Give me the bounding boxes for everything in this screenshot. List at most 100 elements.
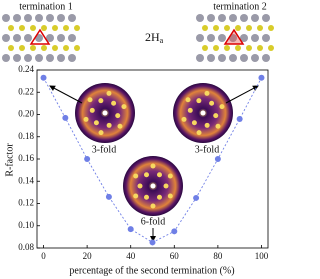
data-point [84,156,91,162]
atom [35,14,43,22]
y-tick-label: 0.08 [18,242,34,252]
y-tick-label: 0.12 [18,198,34,208]
atom [202,25,208,31]
data-point [127,226,134,233]
annotation: 6-fold [141,216,165,227]
pattern-spot [185,97,191,103]
annotation: termination 2 [213,1,267,12]
data-point [149,239,156,246]
data-point [40,74,47,81]
atom [63,25,69,31]
atom [46,54,54,62]
annotation: 3-fold [195,144,219,155]
atom [229,14,237,22]
x-tick-label: 0 [41,251,46,261]
pattern-spot [121,104,127,110]
pattern-spot [196,98,202,104]
atom [46,34,54,42]
atom [251,34,259,42]
atom [41,25,47,31]
atom [262,14,270,22]
atom [224,25,230,31]
data-point [258,74,265,81]
data-point [171,228,178,235]
atom [251,14,259,22]
atom [240,54,248,62]
atom [196,34,204,42]
pattern-spot [144,194,149,200]
pattern-spot [167,173,173,179]
atom [19,45,25,51]
pattern-spot [93,120,99,126]
pattern-spot [106,90,112,96]
pattern-spot [167,193,173,199]
y-tick-label: 0.20 [18,109,34,119]
atom [52,45,58,51]
y-axis-label: R-factor [4,143,15,177]
atom [8,45,14,51]
y-tick-label: 0.10 [18,220,34,230]
data-point [105,193,112,200]
atom [68,34,76,42]
pattern-spot [215,123,221,129]
pattern-spot [137,183,143,189]
arrow [49,85,83,104]
atom [24,54,32,62]
pattern-spot [83,116,89,122]
atom [235,45,241,51]
atom [235,25,241,31]
atom [229,54,237,62]
atom [268,25,274,31]
atom [218,54,226,62]
atom [262,34,270,42]
atom [19,25,25,31]
pattern-center [102,110,108,116]
data-point [62,114,69,121]
atom [2,54,10,62]
pattern-center [150,183,156,189]
atom [35,54,43,62]
atom [30,45,36,51]
pattern-spot [219,104,225,110]
atom [13,54,21,62]
atom [224,45,230,51]
pattern-spot [106,122,112,128]
pattern-spot [111,100,117,106]
atom [46,14,54,22]
chart: termination 1 termination 2 2Ha 3-fold 3… [2,1,274,276]
pattern-spot [133,173,139,179]
atom [68,14,76,22]
data-point [236,115,243,122]
y-tick-label: 0.18 [18,131,34,141]
y-tick-label: 0.22 [18,86,34,96]
pattern-spot [187,107,193,113]
atom [268,45,274,51]
annotation: 3-fold [92,144,116,155]
atom [246,25,252,31]
atom [207,14,215,22]
atom [63,45,69,51]
title-subscript: a [160,36,164,45]
atom [74,25,80,31]
pattern-spot [89,107,95,113]
atom [196,54,204,62]
triangle [29,28,51,45]
title: 2H [145,30,160,44]
pattern-spot [209,100,215,106]
data-point [214,156,221,162]
atom [74,45,80,51]
atom [218,34,226,42]
atom [213,25,219,31]
pattern-spot [157,172,162,178]
atom [57,14,65,22]
arrow [225,85,259,104]
pattern-spot [204,90,210,96]
pattern-spot [98,130,104,136]
atom [257,25,263,31]
pattern-spot [115,113,121,119]
pattern-spot [150,203,156,209]
x-axis-label: percentage of the second termination (%) [69,265,234,276]
annotation: termination 1 [19,1,73,12]
chart-title: 2Ha [145,30,164,45]
atom [8,25,14,31]
